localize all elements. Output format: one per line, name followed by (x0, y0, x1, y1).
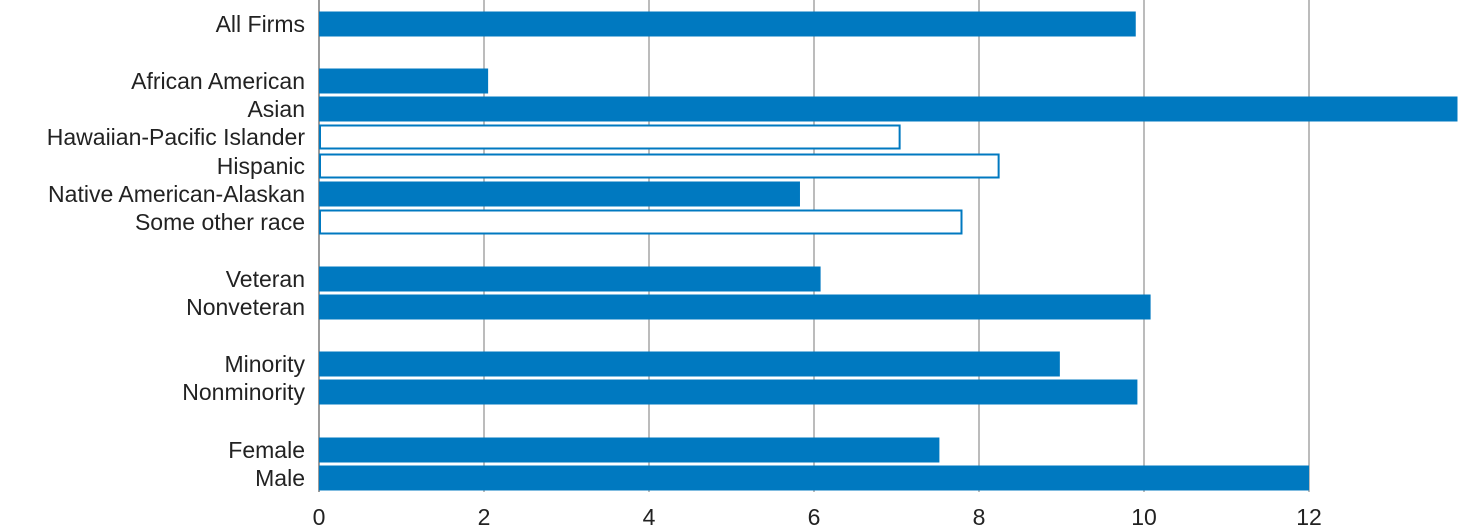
category-label-veteran: Veteran (226, 266, 305, 292)
bar-some-other-race (319, 209, 963, 235)
category-label-nonveteran: Nonveteran (186, 294, 305, 320)
x-tick-label-2: 2 (478, 504, 491, 530)
x-tick-label-6: 6 (808, 504, 821, 530)
x-tick-label-12: 12 (1296, 504, 1322, 530)
category-label-african-american: African American (131, 68, 305, 94)
category-label-asian: Asian (247, 96, 305, 122)
category-label-female: Female (228, 437, 305, 463)
bars (319, 11, 1458, 491)
category-label-minority: Minority (224, 351, 305, 377)
category-label-nonminority: Nonminority (182, 379, 305, 405)
category-label-native-american-alaskan: Native American-Alaskan (48, 181, 305, 207)
bar-asian (319, 96, 1458, 122)
bar-minority (319, 351, 1060, 377)
category-label-male: Male (255, 465, 305, 491)
bar-female (319, 437, 940, 463)
x-tick-label-0: 0 (313, 504, 326, 530)
x-axis-tick-labels: 0 2 4 6 8 10 12 (313, 504, 1322, 530)
bar-hawaiian-pacific-islander (319, 124, 901, 150)
x-tick-label-4: 4 (643, 504, 656, 530)
category-label-hispanic: Hispanic (217, 153, 305, 179)
bar-nonveteran (319, 294, 1151, 320)
bar-veteran (319, 266, 821, 292)
x-tick-label-8: 8 (973, 504, 986, 530)
category-label-hawaiian-pacific-islander: Hawaiian-Pacific Islander (47, 124, 306, 150)
bar-hispanic (319, 153, 1000, 179)
x-tick-label-10: 10 (1131, 504, 1157, 530)
bar-african-american (319, 68, 489, 94)
category-labels: All Firms African AmericanAsianHawaiian-P… (47, 11, 306, 491)
bar-all-firms (319, 11, 1136, 37)
bar-native-american-alaskan (319, 181, 800, 207)
bar-male (319, 465, 1309, 491)
category-label-all-firms: All Firms (216, 11, 305, 37)
bar-nonminority (319, 379, 1138, 405)
category-label-some-other-race: Some other race (135, 209, 305, 235)
